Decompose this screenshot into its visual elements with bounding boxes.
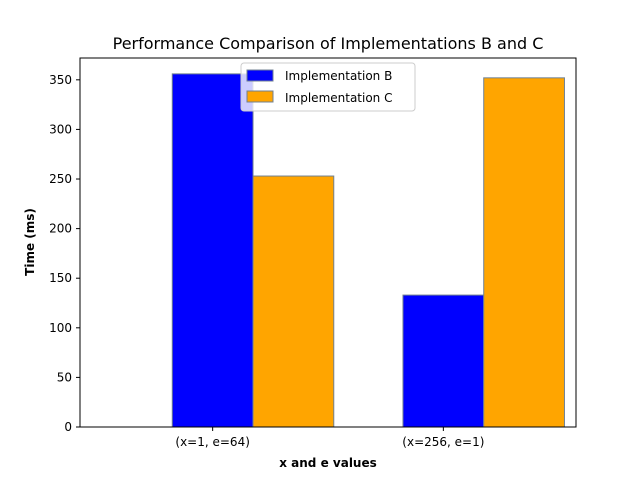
bar-implementation-c-x-1-e-64 <box>252 175 335 428</box>
y-axis-title: Time (ms) <box>23 208 37 276</box>
x-axis-ticks: (x=1, e=64) (x=256, e=1) <box>175 427 484 449</box>
y-tick-label: 100 <box>49 321 72 335</box>
x-axis-title: x and e values <box>279 456 377 470</box>
bar-implementation-b-x-256-e-1 <box>402 294 485 428</box>
chart-title: Performance Comparison of Implementation… <box>113 34 544 53</box>
legend: Implementation B Implementation C <box>240 62 416 112</box>
y-tick-label: 250 <box>49 172 72 186</box>
y-axis-ticks: 0 50 100 150 200 250 300 350 <box>49 73 80 434</box>
y-tick-label: 200 <box>49 222 72 236</box>
plot-frame <box>79 57 577 428</box>
bar-implementation-c-x-256-e-1 <box>483 77 565 428</box>
legend-frame <box>240 62 416 112</box>
legend-swatch-implementation-b <box>246 69 274 82</box>
bar-implementation-b-x-1-e-64 <box>171 73 254 428</box>
y-tick-label: 150 <box>49 271 72 285</box>
y-tick-label: 300 <box>49 122 72 136</box>
y-tick-label: 50 <box>57 370 72 384</box>
legend-label-implementation-b: Implementation B <box>285 69 392 83</box>
y-tick-label: 0 <box>64 420 72 434</box>
x-tick-label: (x=256, e=1) <box>402 435 484 449</box>
x-tick-label: (x=1, e=64) <box>175 435 250 449</box>
y-tick-label: 350 <box>49 73 72 87</box>
legend-swatch-implementation-c <box>246 90 274 103</box>
legend-label-implementation-c: Implementation C <box>285 91 392 105</box>
bars-layer <box>171 73 565 428</box>
